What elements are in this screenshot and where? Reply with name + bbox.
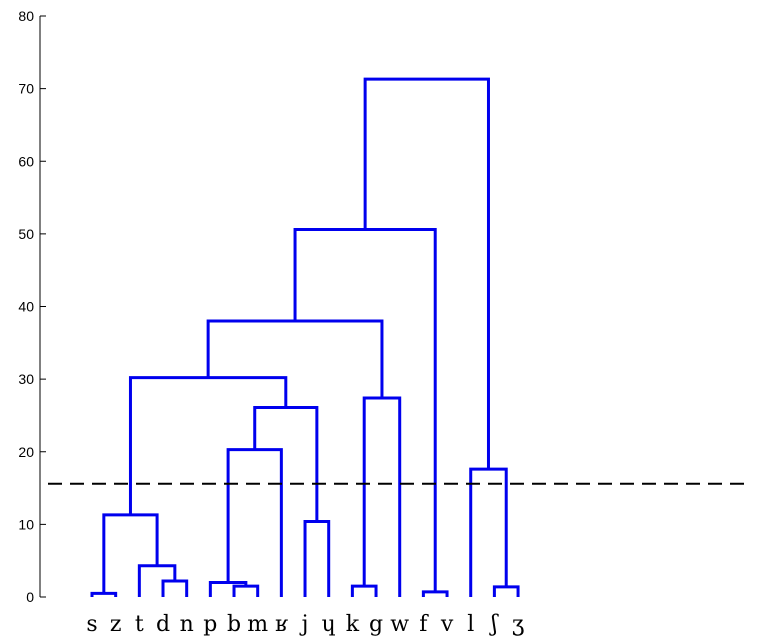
leaf-label: ʒ bbox=[512, 612, 524, 637]
leaf-label: m bbox=[247, 612, 268, 637]
dendrogram-link bbox=[253, 405, 319, 522]
dendrogram-link bbox=[303, 519, 331, 597]
y-tick-label: 30 bbox=[18, 371, 34, 387]
leaf-label: f bbox=[419, 612, 429, 637]
dendrogram-link bbox=[492, 585, 520, 597]
dendrogram-links bbox=[90, 77, 520, 597]
y-tick-label: 0 bbox=[26, 589, 34, 605]
dendrogram-link bbox=[161, 579, 189, 597]
leaf-label: ɥ bbox=[322, 612, 336, 637]
dendrogram-link bbox=[469, 467, 508, 597]
leaf-label: z bbox=[110, 612, 122, 637]
leaf-label: s bbox=[86, 612, 97, 637]
y-tick-label: 20 bbox=[18, 444, 34, 460]
dendrogram-link bbox=[128, 376, 288, 515]
y-tick-label: 70 bbox=[18, 81, 34, 97]
dendrogram-link bbox=[226, 448, 283, 597]
leaf-label: ʃ bbox=[488, 612, 499, 637]
dendrogram-link bbox=[363, 77, 490, 470]
leaf-label: ʁ bbox=[275, 612, 288, 637]
y-tick-label: 80 bbox=[18, 8, 34, 24]
y-tick-label: 40 bbox=[18, 299, 34, 315]
leaf-label: v bbox=[440, 612, 454, 637]
y-tick-label: 10 bbox=[18, 516, 34, 532]
dendrogram-link bbox=[90, 591, 118, 597]
leaf-label: j bbox=[299, 612, 309, 637]
dendrogram-link bbox=[102, 513, 159, 594]
leaf-label: t bbox=[135, 612, 144, 637]
leaf-label: p bbox=[203, 612, 217, 637]
y-tick-label: 60 bbox=[18, 153, 34, 169]
leaf-label: g bbox=[369, 612, 383, 637]
leaf-label: k bbox=[346, 612, 360, 637]
dendrogram-link bbox=[421, 590, 449, 597]
dendrogram-link bbox=[362, 396, 402, 597]
y-axis: 0 10 20 30 40 50 60 70 80 bbox=[18, 8, 46, 605]
leaf-label: d bbox=[156, 612, 170, 637]
dendrogram-link bbox=[293, 228, 437, 592]
dendrogram-link bbox=[206, 319, 384, 399]
leaf-label: l bbox=[467, 612, 474, 637]
dendrogram-link bbox=[350, 584, 378, 597]
dendrogram-link bbox=[232, 584, 260, 597]
leaf-label: w bbox=[390, 612, 409, 637]
leaf-label: n bbox=[180, 612, 194, 637]
leaf-label: b bbox=[227, 612, 241, 637]
y-tick-label: 50 bbox=[18, 226, 34, 242]
